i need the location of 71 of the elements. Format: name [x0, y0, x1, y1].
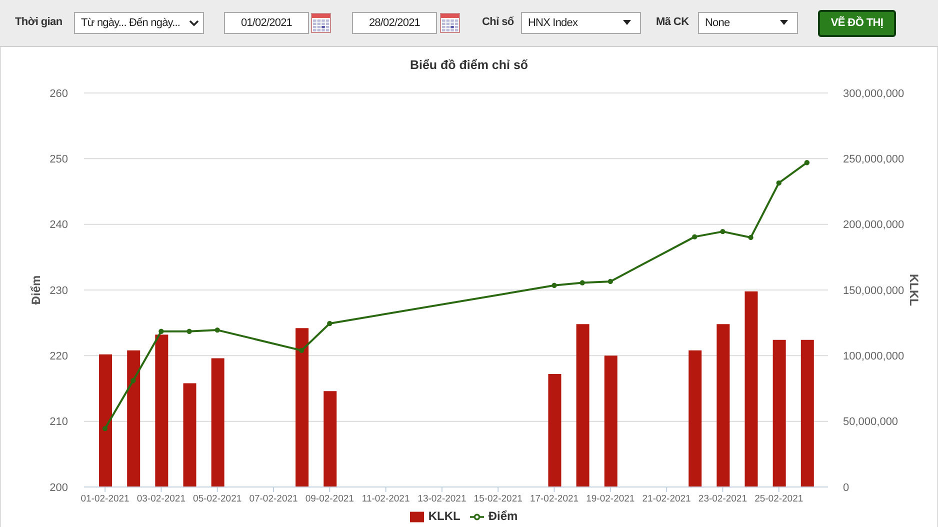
- y-tick-label: 250: [50, 154, 68, 166]
- bar: [548, 374, 562, 487]
- bar: [127, 350, 140, 487]
- bar: [296, 328, 309, 487]
- text: Từ ngày... Đến ngày...: [81, 17, 180, 29]
- y-tick-label: 260: [50, 88, 68, 100]
- y-tick-label: 200: [50, 482, 68, 494]
- bar: [183, 383, 196, 487]
- y-tick-label: 210: [50, 416, 68, 428]
- point: [720, 228, 726, 234]
- text: HNX Index: [521, 12, 641, 34]
- y2-tick-label: 50,000,000: [843, 416, 898, 428]
- x-tick-label: 01-02-2021: [80, 494, 130, 505]
- text: 01/02/2021: [224, 12, 309, 34]
- bar: [800, 340, 814, 487]
- point: [158, 328, 164, 334]
- text: 28/02/2021: [352, 12, 437, 34]
- point: [552, 282, 557, 288]
- y2-tick-label: 150,000,000: [843, 284, 904, 297]
- x-tick-label: 25-02-2021: [754, 494, 804, 505]
- y-tick-label: 240: [50, 219, 68, 232]
- x-tick-label: 21-02-2021: [642, 494, 691, 505]
- text: None: [698, 12, 798, 34]
- point: [327, 320, 332, 326]
- x-tick-label: 11-02-2021: [362, 494, 410, 505]
- text: Mã CK: [656, 16, 689, 28]
- point: [776, 180, 782, 186]
- y2-tick-label: 100,000,000: [843, 350, 904, 363]
- bar: [324, 391, 337, 487]
- text: VẼ ĐỒ THỊ: [818, 10, 896, 37]
- x-tick-label: 05-02-2021: [193, 494, 242, 505]
- legend-label: Điểm: [488, 509, 518, 523]
- bar: [576, 324, 590, 487]
- point: [580, 280, 585, 286]
- bar: [99, 354, 112, 487]
- text: Thời gian: [15, 16, 62, 28]
- point: [130, 378, 136, 384]
- bar: [744, 291, 758, 487]
- x-tick-label: 15-02-2021: [474, 494, 522, 505]
- legend-label: KLKL: [428, 509, 460, 523]
- bar: [716, 324, 730, 487]
- bar: [604, 356, 618, 487]
- y2-tick-label: 200,000,000: [843, 219, 904, 232]
- x-tick-label: 17-02-2021: [530, 494, 579, 505]
- y2-tick-label: 300,000,000: [843, 88, 904, 100]
- point: [298, 348, 304, 354]
- text: Chỉ số: [482, 16, 514, 28]
- x-tick-label: 23-02-2021: [698, 494, 748, 505]
- y-axis-title: Điểm: [29, 275, 43, 305]
- y2-tick-label: 0: [843, 482, 850, 494]
- y2-axis-title: KLKL: [907, 274, 921, 306]
- bar: [688, 350, 702, 487]
- y2-tick-label: 250,000,000: [843, 154, 904, 166]
- bar: [772, 340, 786, 487]
- chart-title: Biểu đồ điểm chỉ số: [408, 58, 530, 72]
- x-tick-label: 09-02-2021: [305, 494, 354, 505]
- point: [804, 160, 810, 166]
- x-tick-label: 13-02-2021: [418, 494, 466, 505]
- x-tick-label: 19-02-2021: [586, 494, 635, 505]
- bar: [211, 358, 224, 487]
- point: [186, 328, 192, 334]
- point: [102, 426, 108, 432]
- point: [608, 278, 614, 284]
- x-tick-label: 03-02-2021: [136, 494, 186, 505]
- y-tick-label: 220: [50, 350, 68, 363]
- point: [692, 234, 698, 240]
- y-tick-label: 230: [50, 284, 68, 297]
- bar: [155, 334, 168, 487]
- point: [214, 327, 220, 333]
- point: [748, 234, 754, 240]
- x-tick-label: 07-02-2021: [249, 494, 298, 505]
